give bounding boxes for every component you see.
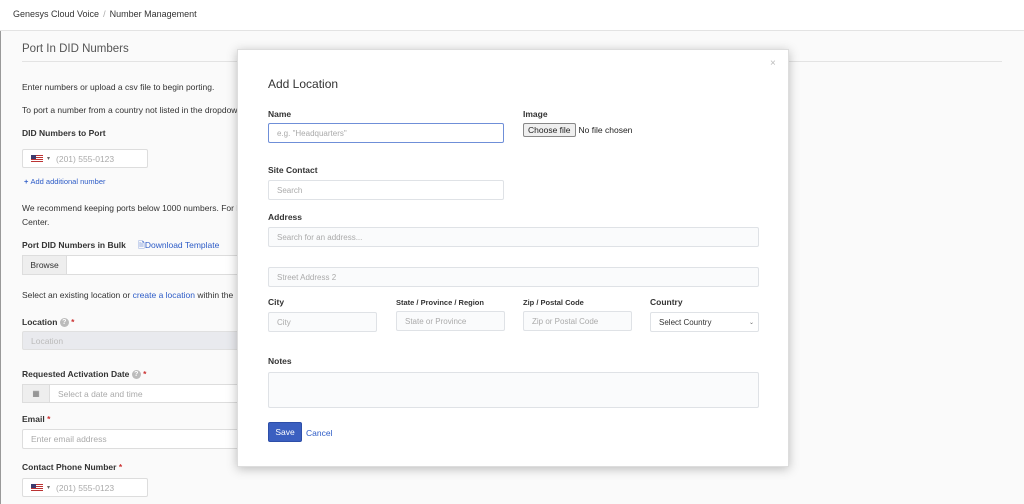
contact-phone-label: Contact Phone Number * [22, 462, 122, 472]
zip-input[interactable]: Zip or Postal Code [523, 311, 632, 331]
activation-date-label: Requested Activation Date ? * [22, 369, 147, 380]
street-address-2-input[interactable]: Street Address 2 [268, 267, 759, 287]
intro-text: Enter numbers or upload a csv file to be… [22, 82, 215, 92]
contact-label-text: Contact Phone Number [22, 462, 117, 472]
image-file-input[interactable]: Choose file No file chosen [523, 123, 632, 137]
required-mark: * [47, 414, 51, 424]
bulk-label: Port DID Numbers in Bulk [22, 240, 126, 250]
site-contact-label: Site Contact [268, 165, 318, 175]
download-template-label: Download Template [144, 240, 220, 250]
breadcrumb-genesys-cloud-voice[interactable]: Genesys Cloud Voice [13, 9, 100, 19]
state-input[interactable]: State or Province [396, 311, 505, 331]
notes-label: Notes [268, 356, 292, 366]
save-button[interactable]: Save [268, 422, 302, 442]
address-label: Address [268, 212, 303, 222]
plus-icon: + [24, 177, 31, 186]
browse-button[interactable]: Browse [23, 256, 67, 274]
country-select[interactable]: Select Country ⌄ [650, 312, 759, 332]
choose-file-button[interactable]: Choose file [523, 123, 576, 137]
country-note: To port a number from a country not list… [22, 105, 238, 115]
add-number-label: Add additional number [30, 177, 106, 186]
create-location-link[interactable]: create a location [132, 290, 195, 300]
required-mark: * [118, 462, 123, 472]
zip-label: Zip / Postal Code [523, 298, 584, 307]
location-label: Location ? * [22, 317, 75, 328]
bulk-file-input[interactable]: Browse [22, 255, 262, 275]
caret-down-icon: ▾ [47, 156, 51, 162]
did-numbers-label: DID Numbers to Port [22, 128, 106, 138]
breadcrumb-number-management: Number Management [109, 9, 197, 19]
site-contact-input[interactable]: Search [268, 180, 504, 200]
state-label: State / Province / Region [396, 298, 484, 307]
help-icon[interactable]: ? [59, 318, 69, 328]
breadcrumb-separator: / [103, 9, 106, 19]
required-mark: * [71, 317, 75, 327]
did-phone-input[interactable]: ▾ (201) 555-0123 [22, 149, 148, 168]
select-location-pre: Select an existing location or [22, 290, 131, 300]
activation-label-text: Requested Activation Date [22, 369, 130, 379]
select-location-text: Select an existing location or create a … [22, 290, 233, 300]
notes-textarea[interactable] [268, 372, 759, 408]
download-template-link[interactable]: 🗎Download Template [138, 240, 219, 254]
required-mark: * [143, 369, 147, 379]
us-flag-icon [31, 155, 43, 162]
cancel-button[interactable]: Cancel [306, 428, 333, 438]
add-additional-number-link[interactable]: + Add additional number [24, 177, 106, 186]
phone-placeholder: (201) 555-0123 [56, 153, 115, 164]
page-title: Port In DID Numbers [22, 43, 129, 55]
city-input[interactable]: City [268, 312, 377, 332]
modal-title: Add Location [268, 77, 339, 91]
calendar-icon[interactable]: ▦ [23, 385, 50, 402]
add-location-modal: Add Location × Name e.g. "Headquarters" … [237, 49, 789, 467]
recommend-text-cont: Center. [22, 217, 50, 227]
address-input[interactable]: Search for an address... [268, 227, 759, 247]
contact-phone-input[interactable]: ▾ (201) 555-0123 [22, 478, 148, 497]
location-label-text: Location [22, 317, 58, 327]
name-label: Name [268, 109, 292, 119]
email-input[interactable]: Enter email address [22, 429, 262, 449]
recommend-text: We recommend keeping ports below 1000 nu… [22, 203, 239, 213]
us-flag-icon [31, 484, 43, 491]
help-icon[interactable]: ? [131, 370, 141, 380]
select-location-post: within the [197, 290, 234, 300]
name-input[interactable]: e.g. "Headquarters" [268, 123, 504, 143]
image-label: Image [523, 109, 548, 119]
no-file-text: No file chosen [578, 125, 633, 135]
activation-placeholder: Select a date and time [58, 388, 143, 399]
location-select[interactable]: Location [22, 331, 262, 350]
contact-placeholder: (201) 555-0123 [56, 482, 115, 493]
breadcrumb: Genesys Cloud Voice / Number Management [0, 0, 1024, 31]
country-label: Country [650, 297, 683, 307]
email-label: Email * [22, 414, 50, 424]
activation-date-input[interactable]: ▦ Select a date and time [22, 384, 262, 403]
close-icon[interactable]: × [770, 58, 776, 69]
caret-down-icon: ▾ [47, 485, 51, 491]
country-value: Select Country [659, 317, 712, 327]
chevron-down-icon: ⌄ [748, 319, 754, 326]
email-label-text: Email [22, 414, 45, 424]
city-label: City [268, 297, 285, 307]
document-icon: 🗎 [138, 240, 145, 250]
window-edge [0, 0, 1, 504]
